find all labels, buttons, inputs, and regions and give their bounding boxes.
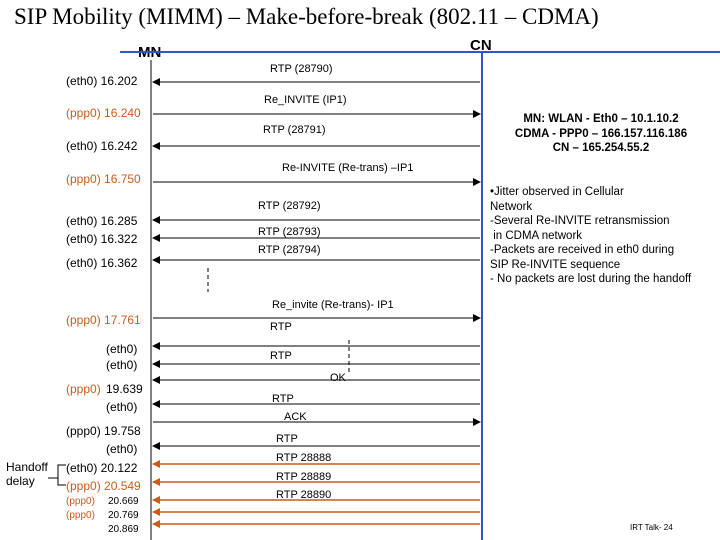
mn-timestamp-label: (eth0) 16.285 bbox=[66, 214, 138, 228]
message-label: RTP 28888 bbox=[276, 452, 332, 464]
message-label: RTP (28790) bbox=[270, 63, 333, 75]
message-label: OK bbox=[330, 372, 346, 384]
mn-timestamp-label: 19.639 bbox=[106, 382, 143, 396]
handoff-line2: delay bbox=[6, 474, 35, 488]
observations-note: •Jitter observed in Cellular Network -Se… bbox=[490, 186, 692, 285]
slide-title: SIP Mobility (MIMM) – Make-before-break … bbox=[14, 4, 599, 29]
mn-timestamp-label: (ppp0) bbox=[66, 382, 101, 396]
message-label: RTP 28890 bbox=[276, 489, 332, 501]
mn-timestamp-label: (ppp0) 16.240 bbox=[66, 106, 141, 120]
mn-timestamp-label: (eth0) bbox=[106, 342, 138, 356]
mn-timestamp-label: (ppp0) bbox=[66, 496, 95, 507]
mn-timestamp-label: (eth0) bbox=[106, 442, 138, 456]
handoff-label: Handoff delay bbox=[6, 460, 48, 488]
mn-timestamp-label: (ppp0) 20.549 bbox=[66, 479, 141, 493]
message-label: RTP bbox=[276, 433, 298, 445]
message-label: ACK bbox=[284, 411, 307, 423]
mn-timestamp-label: (ppp0) 17.761 bbox=[66, 313, 141, 327]
message-label: RTP bbox=[272, 393, 294, 405]
mn-timestamp-label: 20.869 bbox=[108, 524, 139, 535]
mn-timestamp-label: (eth0) bbox=[106, 400, 138, 414]
mn-timestamp-label: 20.769 bbox=[108, 510, 139, 521]
mn-timestamp-label: (ppp0) 16.750 bbox=[66, 172, 141, 186]
mn-timestamp-label: (eth0) bbox=[106, 358, 138, 372]
mn-timestamp-label: (ppp0) bbox=[66, 510, 95, 521]
message-label: RTP bbox=[270, 321, 292, 333]
message-label: Re_INVITE (IP1) bbox=[264, 94, 347, 106]
message-label: Re-INVITE (Re-trans) –IP1 bbox=[282, 162, 414, 174]
message-label: RTP bbox=[270, 350, 292, 362]
cn-label: CN bbox=[470, 37, 492, 54]
mn-timestamp-label: (eth0) 16.202 bbox=[66, 74, 138, 88]
mn-timestamp-label: (eth0) 16.242 bbox=[66, 139, 138, 153]
mn-timestamp-label: (eth0) 16.322 bbox=[66, 232, 138, 246]
message-label: RTP (28791) bbox=[263, 124, 326, 136]
message-label: RTP (28794) bbox=[258, 244, 321, 256]
slide-footer: IRT Talk- 24 bbox=[630, 523, 673, 532]
message-label: RTP (28793) bbox=[258, 226, 321, 238]
handoff-line1: Handoff bbox=[6, 460, 48, 474]
message-label: RTP (28792) bbox=[258, 200, 321, 212]
handoff-bracket bbox=[48, 464, 66, 486]
mn-timestamp-label: 20.669 bbox=[108, 496, 139, 507]
message-label: RTP 28889 bbox=[276, 471, 332, 483]
message-label: Re_invite (Re-trans)- IP1 bbox=[272, 299, 394, 311]
mn-timestamp-label: (eth0) 16.362 bbox=[66, 256, 138, 270]
mn-timestamp-label: (eth0) 20.122 bbox=[66, 461, 138, 475]
address-note: MN: WLAN - Eth0 – 10.1.10.2 CDMA - PPP0 … bbox=[514, 113, 688, 154]
mn-timestamp-label: (ppp0) 19.758 bbox=[66, 424, 141, 438]
